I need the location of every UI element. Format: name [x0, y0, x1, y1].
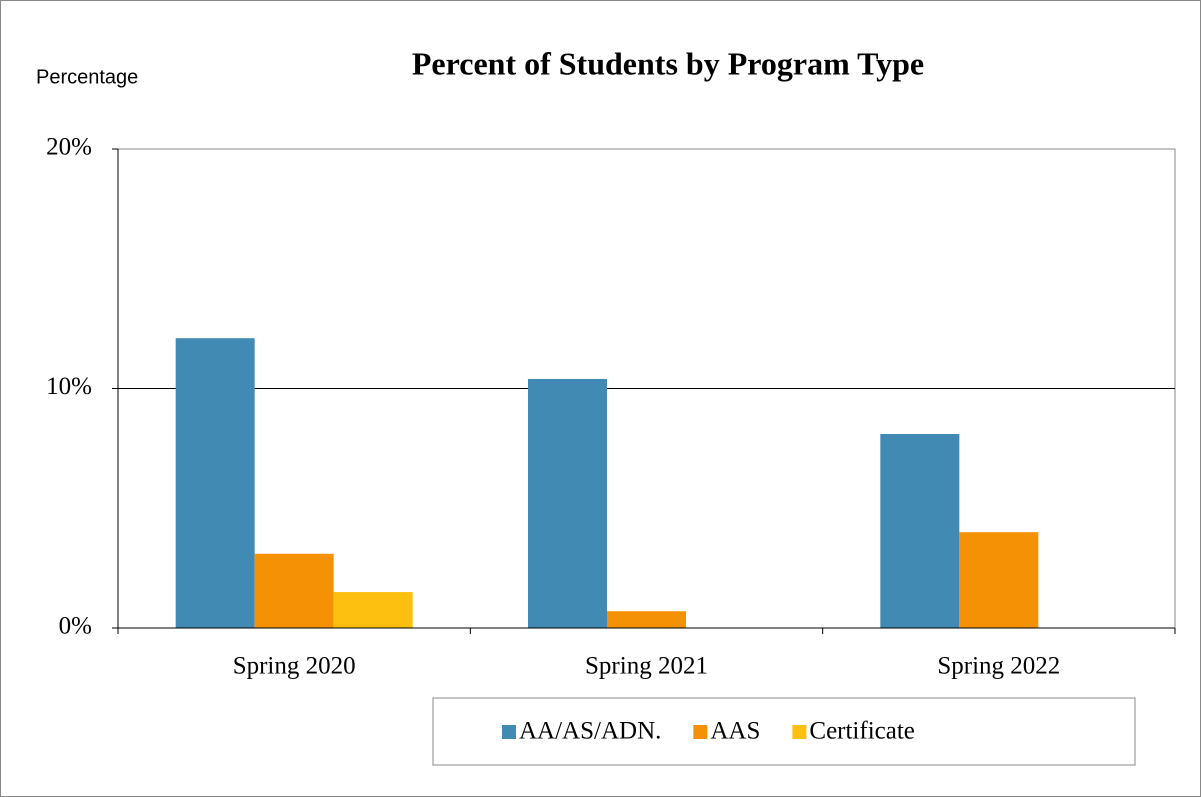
y-axis-label: Percentage	[36, 66, 138, 88]
bar	[880, 434, 960, 628]
legend-swatch	[792, 725, 807, 739]
y-tick-label: 20%	[46, 134, 92, 161]
bar	[175, 338, 255, 628]
legend-swatch	[693, 725, 708, 739]
bar	[959, 532, 1039, 628]
legend-label: Certificate	[809, 718, 915, 745]
x-tick-label: Spring 2021	[585, 653, 708, 680]
legend-label: AA/AS/ADN.	[519, 718, 661, 745]
y-tick-label: 10%	[46, 373, 92, 400]
bar	[333, 592, 413, 628]
x-tick-label: Spring 2022	[937, 653, 1060, 680]
bar	[254, 553, 334, 628]
legend-box	[432, 697, 1136, 766]
legend-label: AAS	[710, 718, 760, 745]
x-tick-label: Spring 2020	[233, 653, 356, 680]
bar	[607, 611, 686, 628]
chart-title: Percent of Students by Program Type	[412, 45, 924, 81]
legend-swatch	[502, 725, 516, 739]
y-tick-label: 0%	[59, 613, 92, 640]
bar	[528, 378, 607, 628]
